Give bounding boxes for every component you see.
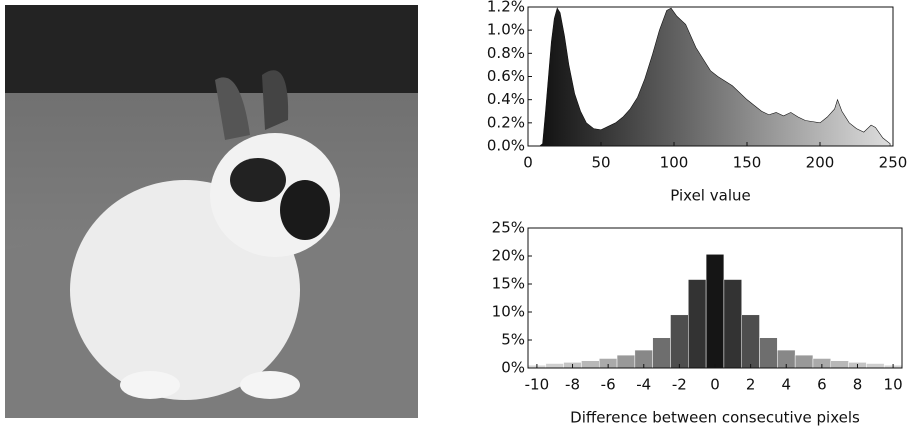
bar <box>688 279 707 369</box>
x-tick-label: 6 <box>817 376 827 394</box>
bar <box>670 314 689 369</box>
x-tick-label: 100 <box>660 154 689 172</box>
x-tick-label: -8 <box>565 376 580 394</box>
y-tick-label: 10% <box>492 303 525 321</box>
x-tick-label: -2 <box>672 376 687 394</box>
histogram-area <box>538 7 891 147</box>
bar <box>723 279 742 369</box>
x-tick-label: 150 <box>733 154 762 172</box>
bar <box>705 254 725 369</box>
y-tick-label: 5% <box>501 331 525 349</box>
y-tick-label: 0% <box>501 359 525 377</box>
bar <box>830 360 849 369</box>
y-tick-label: 0.0% <box>487 137 525 155</box>
y-tick-label: 0.6% <box>487 67 525 85</box>
x-tick-label: 200 <box>806 154 835 172</box>
y-tick-label: 15% <box>492 275 525 293</box>
x-tick-label: 10 <box>884 376 903 394</box>
x-tick-label: -4 <box>636 376 651 394</box>
bar <box>545 363 564 369</box>
y-tick-label: 20% <box>492 247 525 265</box>
x-tick-label: 0 <box>710 376 720 394</box>
bar <box>759 337 778 369</box>
y-tick-label: 1.0% <box>487 21 525 39</box>
x-axis-label: Pixel value <box>670 187 750 205</box>
bar <box>616 354 636 369</box>
x-tick-label: 8 <box>853 376 863 394</box>
bar <box>581 360 600 369</box>
y-tick-label: 25% <box>492 219 525 237</box>
bar <box>866 363 885 369</box>
x-tick-label: 4 <box>781 376 791 394</box>
x-tick-label: 250 <box>879 154 908 172</box>
x-tick-label: -6 <box>601 376 616 394</box>
bar <box>652 337 671 369</box>
photo <box>5 5 418 418</box>
x-tick-label: 0 <box>523 154 533 172</box>
x-tick-label: 50 <box>591 154 610 172</box>
bar <box>794 354 814 369</box>
bar <box>741 314 760 369</box>
y-tick-label: 0.2% <box>487 113 525 131</box>
y-tick-label: 0.4% <box>487 90 525 108</box>
y-tick-label: 0.8% <box>487 44 525 62</box>
y-tick-label: 1.2% <box>487 0 525 16</box>
x-tick-label: 2 <box>746 376 756 394</box>
x-tick-label: -10 <box>525 376 550 394</box>
x-axis-label: Difference between consecutive pixels <box>570 409 860 427</box>
